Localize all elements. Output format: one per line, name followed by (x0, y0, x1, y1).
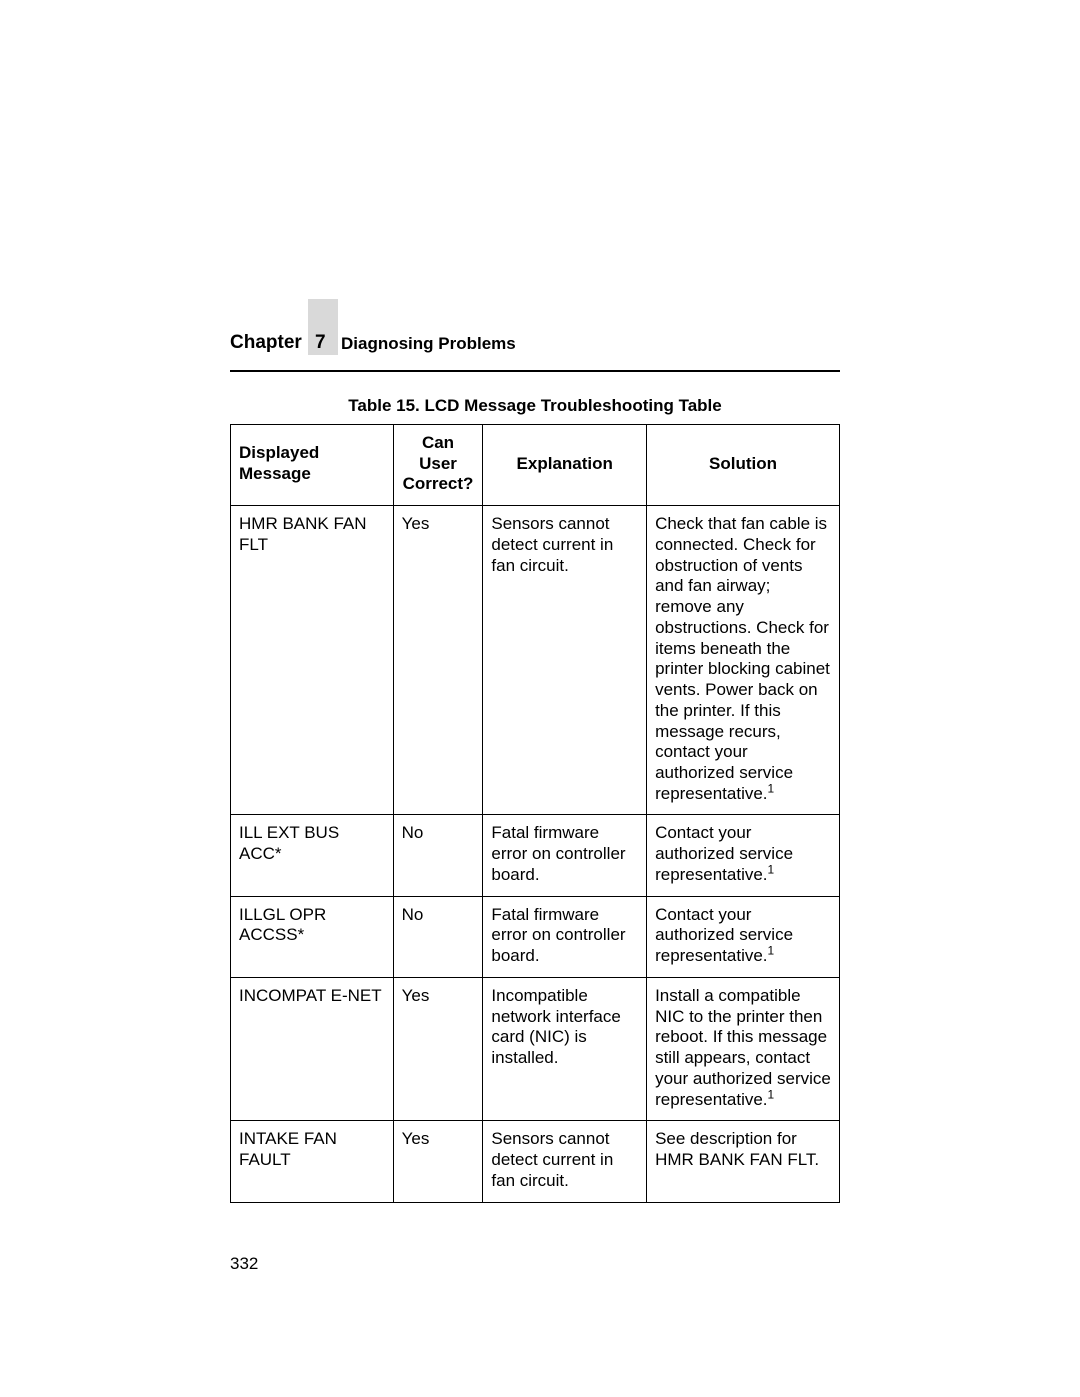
cell-message: INCOMPAT E-NET (231, 977, 394, 1120)
col-header-correct: Can User Correct? (393, 425, 483, 506)
chapter-label: Chapter (230, 332, 302, 354)
table-body: HMR BANK FAN FLT Yes Sensors cannot dete… (231, 506, 840, 1202)
chapter-header: Chapter 7 Diagnosing Problems (230, 322, 840, 372)
table-row: ILLGL OPR ACCSS* No Fatal firmware error… (231, 896, 840, 977)
cell-solution: Check that fan cable is connected. Check… (647, 506, 840, 815)
table-caption: Table 15. LCD Message Troubleshooting Ta… (230, 396, 840, 416)
cell-explanation: Incompatible network interface card (NIC… (483, 977, 647, 1120)
cell-solution: Contact your authorized service represen… (647, 815, 840, 896)
col-header-explanation: Explanation (483, 425, 647, 506)
table-row: HMR BANK FAN FLT Yes Sensors cannot dete… (231, 506, 840, 815)
table-row: ILL EXT BUS ACC* No Fatal firmware error… (231, 815, 840, 896)
cell-explanation: Fatal firmware error on controller board… (483, 896, 647, 977)
cell-message: INTAKE FAN FAULT (231, 1121, 394, 1202)
cell-message: ILL EXT BUS ACC* (231, 815, 394, 896)
cell-solution: See description for HMR BANK FAN FLT. (647, 1121, 840, 1202)
col-header-solution: Solution (647, 425, 840, 506)
page-number: 332 (230, 1254, 258, 1274)
cell-explanation: Sensors cannot detect current in fan cir… (483, 506, 647, 815)
table-row: INCOMPAT E-NET Yes Incompatible network … (231, 977, 840, 1120)
table-header-row: Displayed Message Can User Correct? Expl… (231, 425, 840, 506)
cell-message: HMR BANK FAN FLT (231, 506, 394, 815)
cell-correct: Yes (393, 506, 483, 815)
page: Chapter 7 Diagnosing Problems Table 15. … (0, 0, 1080, 1397)
cell-explanation: Fatal firmware error on controller board… (483, 815, 647, 896)
cell-explanation: Sensors cannot detect current in fan cir… (483, 1121, 647, 1202)
troubleshooting-table: Displayed Message Can User Correct? Expl… (230, 424, 840, 1203)
cell-correct: Yes (393, 1121, 483, 1202)
cell-correct: No (393, 896, 483, 977)
table-row: INTAKE FAN FAULT Yes Sensors cannot dete… (231, 1121, 840, 1202)
chapter-number: 7 (315, 332, 326, 354)
chapter-title: Diagnosing Problems (341, 334, 516, 354)
cell-solution: Contact your authorized service represen… (647, 896, 840, 977)
cell-correct: Yes (393, 977, 483, 1120)
cell-solution: Install a compatible NIC to the printer … (647, 977, 840, 1120)
cell-correct: No (393, 815, 483, 896)
col-header-message: Displayed Message (231, 425, 394, 506)
cell-message: ILLGL OPR ACCSS* (231, 896, 394, 977)
